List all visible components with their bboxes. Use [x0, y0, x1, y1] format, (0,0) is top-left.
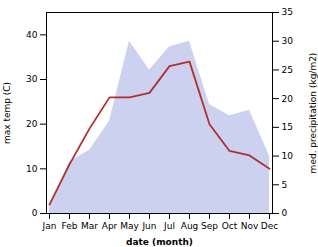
svg-text:Mar: Mar	[81, 221, 98, 231]
svg-text:Sep: Sep	[201, 221, 218, 231]
svg-text:15: 15	[282, 122, 293, 132]
svg-text:0: 0	[282, 208, 288, 218]
svg-text:10: 10	[26, 164, 38, 174]
svg-text:25: 25	[282, 65, 293, 75]
svg-text:Dec: Dec	[261, 221, 278, 231]
svg-text:May: May	[120, 221, 139, 231]
svg-text:Nov: Nov	[241, 221, 259, 231]
svg-text:Jan: Jan	[42, 221, 57, 231]
svg-text:date (month): date (month)	[126, 237, 193, 247]
svg-text:10: 10	[282, 151, 294, 161]
svg-text:Aug: Aug	[181, 221, 199, 231]
svg-text:20: 20	[26, 119, 38, 129]
svg-text:Jun: Jun	[141, 221, 156, 231]
svg-text:max temp (C): max temp (C)	[2, 82, 12, 144]
svg-text:30: 30	[26, 74, 38, 84]
svg-text:Oct: Oct	[222, 221, 238, 231]
svg-text:20: 20	[282, 94, 294, 104]
svg-text:30: 30	[282, 36, 294, 46]
svg-text:35: 35	[282, 7, 293, 17]
svg-text:40: 40	[26, 30, 38, 40]
svg-text:0: 0	[32, 208, 38, 218]
svg-text:5: 5	[282, 180, 288, 190]
svg-text:Apr: Apr	[102, 221, 118, 231]
svg-text:Jul: Jul	[163, 221, 175, 231]
svg-text:Feb: Feb	[62, 221, 78, 231]
svg-text:med. precipitation (kg/m2): med. precipitation (kg/m2)	[308, 53, 318, 174]
